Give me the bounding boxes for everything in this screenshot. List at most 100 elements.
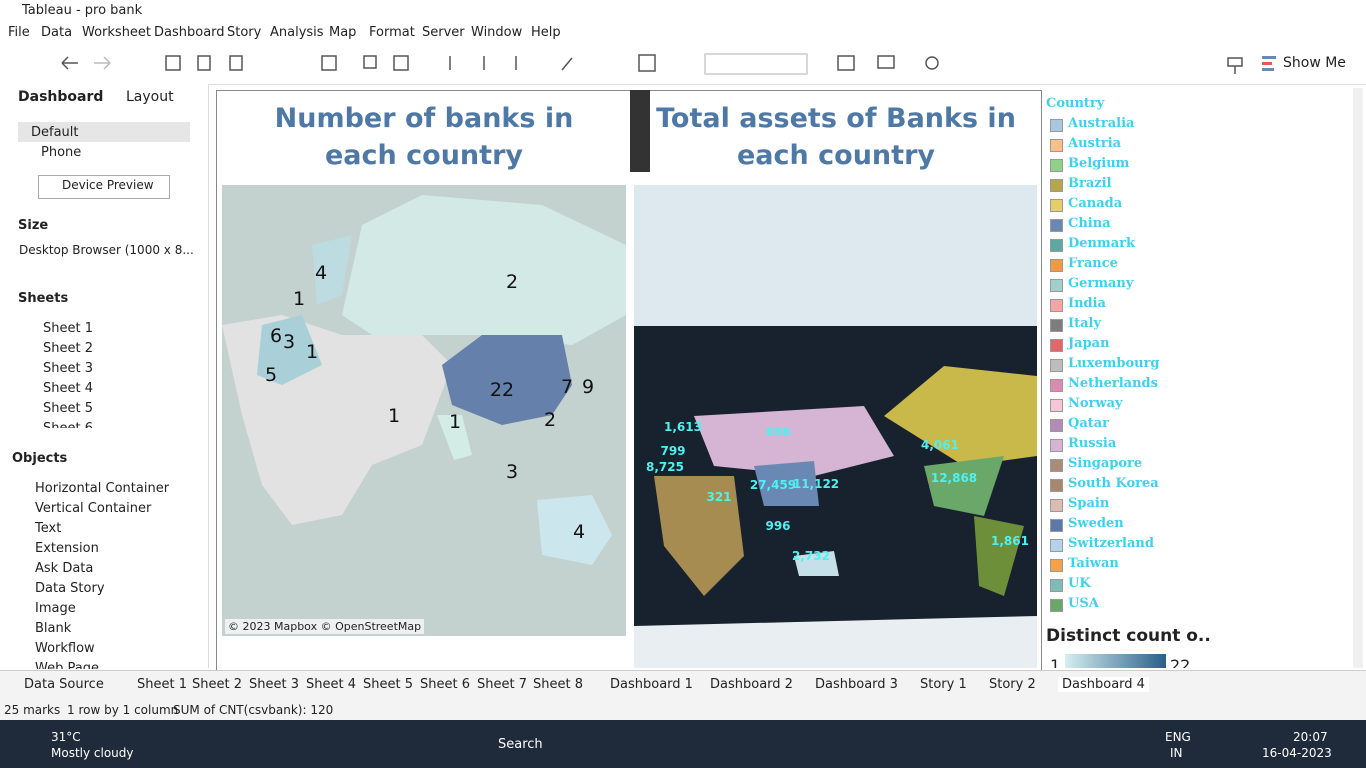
- map-label: 799: [660, 444, 686, 458]
- object-item[interactable]: Ask Data: [35, 561, 94, 576]
- size-dropdown[interactable]: Desktop Browser (1000 x 8...: [19, 243, 194, 257]
- section-label: Objects: [12, 451, 68, 466]
- legend-swatch: [1050, 139, 1063, 152]
- legend-item[interactable]: Singapore: [1068, 456, 1143, 471]
- object-item[interactable]: Workflow: [35, 641, 95, 656]
- color-ramp: [1065, 654, 1166, 668]
- object-item[interactable]: Vertical Container: [35, 501, 152, 516]
- map-label: 6: [269, 325, 283, 347]
- sheet-item[interactable]: Sheet 6: [43, 421, 93, 428]
- legend-item[interactable]: Denmark: [1068, 236, 1136, 251]
- sheet-tab[interactable]: Sheet 8: [533, 677, 583, 692]
- sheet-item[interactable]: Sheet 4: [43, 381, 93, 396]
- legend-item[interactable]: Sweden: [1068, 516, 1124, 531]
- map-label: 8,725: [646, 460, 684, 474]
- sheet-tab[interactable]: Sheet 6: [420, 677, 470, 692]
- menu-item[interactable]: Format: [369, 25, 415, 40]
- legend-swatch: [1050, 219, 1063, 232]
- device-option[interactable]: Phone: [41, 145, 82, 160]
- panel-tab[interactable]: Layout: [126, 89, 174, 105]
- map-label: 11,122: [792, 477, 840, 491]
- menu-item[interactable]: Worksheet: [82, 25, 152, 40]
- sheet-item[interactable]: Sheet 3: [43, 361, 93, 376]
- legend-swatch: [1050, 279, 1063, 292]
- sheet-tab[interactable]: Sheet 7: [477, 677, 527, 692]
- menu-item[interactable]: Map: [329, 25, 357, 40]
- device-option[interactable]: Default: [31, 125, 79, 140]
- sheet-item[interactable]: Sheet 1: [43, 321, 93, 336]
- weather-desc: Mostly cloudy: [51, 746, 134, 760]
- legend-item[interactable]: Switzerland: [1068, 536, 1154, 551]
- menu-item[interactable]: Analysis: [270, 25, 324, 40]
- legend-swatch: [1050, 159, 1063, 172]
- legend-item[interactable]: Belgium: [1068, 156, 1130, 171]
- sheet-item[interactable]: Sheet 2: [43, 341, 93, 356]
- menu-item[interactable]: Server: [422, 25, 465, 40]
- object-item[interactable]: Image: [35, 601, 76, 616]
- legend-item[interactable]: China: [1068, 216, 1111, 231]
- legend-item[interactable]: Russia: [1068, 436, 1117, 451]
- legend-swatch: [1050, 539, 1063, 552]
- legend-item[interactable]: Austria: [1068, 136, 1122, 151]
- legend-item[interactable]: South Korea: [1068, 476, 1159, 491]
- legend-item[interactable]: Japan: [1068, 336, 1110, 351]
- menu-item[interactable]: Help: [531, 25, 561, 40]
- legend-item[interactable]: UK: [1068, 576, 1091, 591]
- status-text: SUM of CNT(csvbank): 120: [173, 703, 334, 717]
- legend-item[interactable]: Brazil: [1068, 176, 1112, 191]
- sheet-tab[interactable]: Dashboard 2: [710, 677, 793, 692]
- legend-item[interactable]: Spain: [1068, 496, 1110, 511]
- legend-swatch: [1050, 239, 1063, 252]
- legend-item[interactable]: Netherlands: [1068, 376, 1158, 391]
- status-text: 25 marks: [4, 703, 61, 717]
- map-label: 4: [572, 521, 586, 543]
- sheet-tab[interactable]: Dashboard 3: [815, 677, 898, 692]
- language[interactable]: ENG: [1165, 730, 1191, 744]
- region[interactable]: IN: [1170, 746, 1183, 760]
- legend-item[interactable]: France: [1068, 256, 1118, 271]
- legend-item[interactable]: Italy: [1068, 316, 1102, 331]
- sheet-tab[interactable]: Dashboard 1: [610, 677, 693, 692]
- panel-tab[interactable]: Dashboard: [18, 89, 104, 105]
- legend-swatch: [1050, 339, 1063, 352]
- menu-item[interactable]: File: [8, 25, 30, 40]
- map-attribution: © 2023 Mapbox © OpenStreetMap: [225, 619, 425, 634]
- legend-item[interactable]: Qatar: [1068, 416, 1110, 431]
- device-preview-button[interactable]: [38, 175, 170, 199]
- sheet-item[interactable]: Sheet 5: [43, 401, 93, 416]
- legend-item[interactable]: Germany: [1068, 276, 1134, 291]
- object-item[interactable]: Text: [35, 521, 62, 536]
- device-preview-label[interactable]: Device Preview: [62, 178, 154, 192]
- sheet-tab[interactable]: Sheet 1: [137, 677, 187, 692]
- object-item[interactable]: Web Page: [35, 661, 99, 669]
- menu-item[interactable]: Story: [227, 25, 262, 40]
- legend-item[interactable]: Taiwan: [1068, 556, 1119, 571]
- legend-item[interactable]: Canada: [1068, 196, 1123, 211]
- show-me-button[interactable]: Show Me: [1283, 55, 1346, 71]
- legend-item[interactable]: USA: [1068, 596, 1099, 611]
- map-title: Total assets of Banks in each country: [656, 103, 1016, 171]
- menu-item[interactable]: Window: [471, 25, 523, 40]
- legend-item[interactable]: India: [1068, 296, 1106, 311]
- map-label: 2: [505, 271, 519, 293]
- sheet-tab[interactable]: Dashboard 4: [1058, 677, 1149, 692]
- sheet-tab[interactable]: Story 2: [989, 677, 1036, 692]
- legend-swatch: [1050, 359, 1063, 372]
- sheet-tab[interactable]: Sheet 2: [192, 677, 242, 692]
- legend-item[interactable]: Australia: [1068, 116, 1135, 131]
- search-box[interactable]: Search: [498, 737, 543, 752]
- sheet-tab[interactable]: Story 1: [920, 677, 967, 692]
- sheet-tab[interactable]: Sheet 5: [363, 677, 413, 692]
- menu-item[interactable]: Dashboard: [154, 25, 225, 40]
- object-item[interactable]: Horizontal Container: [35, 481, 170, 496]
- legend-item[interactable]: Luxembourg: [1068, 356, 1160, 371]
- sheet-tab[interactable]: Sheet 4: [306, 677, 356, 692]
- sheet-tab[interactable]: Data Source: [24, 677, 104, 692]
- object-item[interactable]: Data Story: [35, 581, 105, 596]
- object-item[interactable]: Extension: [35, 541, 99, 556]
- object-item[interactable]: Blank: [35, 621, 72, 636]
- menu-item[interactable]: Data: [41, 25, 73, 40]
- legend-item[interactable]: Norway: [1068, 396, 1123, 411]
- sheet-tab[interactable]: Sheet 3: [249, 677, 299, 692]
